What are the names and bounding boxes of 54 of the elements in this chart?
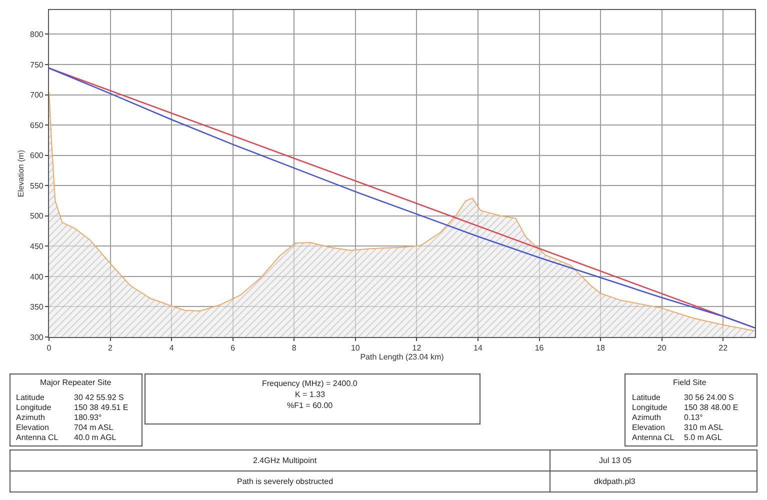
y-tick-label: 300 (30, 332, 44, 342)
y-tick-label: 400 (30, 272, 44, 282)
x-tick-label: 20 (657, 344, 667, 353)
x-tick-label: 0 (46, 344, 52, 353)
text: Azimuth (632, 413, 661, 422)
x-tick-label: 10 (350, 344, 360, 353)
text: 40.0 m AGL (74, 433, 117, 442)
text: Latitude (16, 393, 46, 402)
y-tick-label: 500 (30, 212, 44, 221)
y-tick-label: 800 (30, 30, 44, 40)
text: Longitude (632, 403, 668, 412)
text: Jul 13 05 (599, 456, 632, 465)
x-tick-label: 22 (718, 344, 728, 353)
x-tick-label: 16 (534, 344, 544, 353)
text: 30 56 24.00 S (684, 393, 734, 402)
text: Elevation (632, 423, 665, 432)
text: 180.93° (74, 413, 102, 422)
text: 5.0 m AGL (684, 433, 722, 442)
x-tick-label: 6 (230, 344, 236, 353)
text: K = 1.33 (295, 390, 326, 399)
y-tick-label: 650 (30, 120, 44, 130)
x-tick-label: 18 (596, 344, 606, 353)
text: Antenna CL (632, 433, 675, 442)
text: %F1 = 60.00 (287, 401, 334, 410)
text: 2.4GHz Multipoint (253, 456, 318, 465)
y-tick-label: 700 (30, 90, 44, 100)
text: Antenna CL (16, 433, 59, 442)
y-tick-label: 550 (30, 181, 44, 190)
text: Elevation (16, 423, 49, 432)
text: Latitude (632, 393, 662, 402)
text: Frequency (MHz) = 2400.0 (262, 379, 358, 388)
y-tick-label: 350 (30, 302, 44, 312)
x-tick-label: 14 (474, 344, 483, 353)
text: 704 m ASL (74, 423, 114, 432)
x-axis-title: Path Length (23.04 km) (360, 352, 444, 362)
text: 0.13° (684, 413, 703, 422)
y-tick-label: 750 (30, 60, 44, 70)
text: Path is severely obstructed (237, 477, 334, 486)
text: Major Repeater Site (40, 378, 112, 387)
text: Azimuth (16, 413, 45, 422)
x-tick-label: 12 (412, 344, 422, 353)
x-tick-label: 4 (169, 344, 174, 353)
text: 30 42 55.92 S (74, 393, 124, 402)
text: 150 38 49.51 E (74, 403, 128, 412)
x-tick-label: 2 (108, 344, 114, 353)
y-tick-label: 450 (30, 242, 44, 251)
y-axis-title: Elevation (m) (16, 150, 26, 198)
text: Field Site (673, 378, 707, 387)
text: Longitude (16, 403, 52, 412)
text: dkdpath.pl3 (594, 477, 636, 486)
text: 310 m ASL (684, 423, 724, 432)
text: 150 38 48.00 E (684, 403, 738, 412)
y-tick-label: 600 (30, 151, 44, 160)
x-tick-label: 8 (292, 344, 297, 353)
